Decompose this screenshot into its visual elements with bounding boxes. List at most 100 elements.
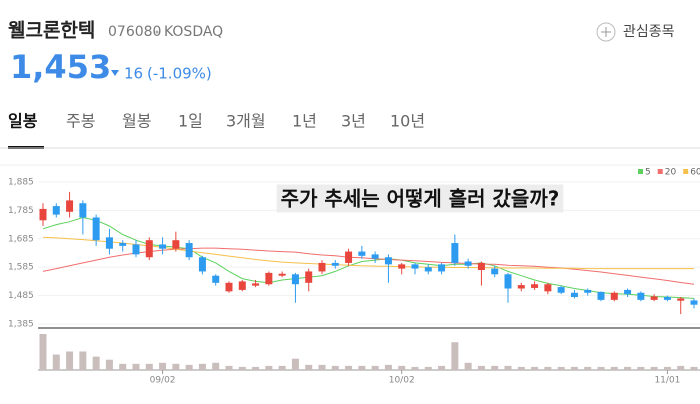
candle-body [584, 289, 592, 293]
volume-bar [411, 366, 419, 370]
tab[interactable]: 3년 [341, 112, 366, 131]
volume-bar [265, 365, 273, 370]
volume-bar [79, 351, 87, 370]
candle-body [491, 268, 499, 275]
volume-bar [477, 365, 485, 370]
legend-label: 5 [645, 168, 651, 178]
volume-bar [39, 334, 47, 370]
volume-bar [358, 365, 366, 370]
candle-body [570, 292, 578, 298]
volume-bar [119, 363, 127, 370]
volume-bar [491, 365, 499, 370]
watch-label: 관심종목 [623, 24, 675, 40]
candle-body [464, 261, 472, 266]
candle-body [52, 206, 60, 215]
x-tick-label: 11/01 [654, 376, 680, 386]
watch-button[interactable]: 관심종목 [596, 22, 675, 42]
volume-bar [291, 358, 299, 370]
candle-body [411, 264, 419, 269]
tab[interactable]: 주봉 [66, 112, 95, 131]
volume-bar [252, 366, 260, 370]
volume-bar [66, 351, 74, 370]
volume-bar [544, 366, 552, 370]
y-tick-label: 1,685 [8, 234, 34, 244]
candle-body [305, 271, 313, 283]
legend-label: 20 [665, 168, 677, 178]
volume-bar [172, 363, 180, 370]
volume-bar [637, 366, 645, 370]
volume-bar [145, 363, 153, 370]
candle-body [624, 289, 632, 295]
candle-body [238, 281, 246, 290]
candle-body [504, 274, 512, 289]
volume-bar [610, 366, 618, 370]
candle-body [331, 262, 339, 266]
annotation: 주가 추세는 어떻게 흘러 갔을까? [281, 187, 560, 211]
tab[interactable]: 10년 [390, 112, 425, 131]
candle-body [92, 217, 100, 241]
chart: 1,385 1,485 1,585 1,685 1,785 1,885 09/02 10/02… [0, 164, 700, 386]
candle-body [291, 274, 299, 285]
stock-name: 웰크론한텍 [8, 20, 95, 42]
down-arrow [111, 70, 119, 76]
volume-bar [438, 365, 446, 370]
candle-body [159, 244, 167, 249]
tab[interactable]: 일봉 [8, 112, 38, 131]
volume-bar [185, 364, 193, 370]
volume-bar [517, 366, 525, 370]
volume-bar [52, 354, 60, 370]
candle-body [477, 262, 485, 271]
candle-body [358, 251, 366, 256]
volume-bar [531, 366, 539, 370]
candle-body [384, 257, 392, 265]
candle-body [438, 264, 446, 272]
candle-body [318, 262, 326, 272]
y-tick-label: 1,885 [8, 177, 34, 187]
candle-body [225, 282, 233, 292]
volume-bar [451, 342, 459, 370]
y-tick-label: 1,785 [8, 206, 34, 216]
candle-body [119, 243, 127, 246]
candle-body [690, 300, 698, 305]
tab[interactable]: 3개월 [226, 112, 266, 131]
volume-bar [159, 362, 167, 370]
volume-bar [597, 366, 605, 370]
volume-bar [105, 359, 113, 370]
volume-bar [225, 365, 233, 370]
volume-bar [557, 366, 565, 370]
volume-bar [318, 364, 326, 370]
volume-bar [624, 366, 632, 370]
volume-bar [212, 362, 220, 370]
legend-swatch [683, 169, 689, 174]
volume-bar [278, 365, 286, 370]
candle-body [132, 244, 140, 255]
tab[interactable]: 월봉 [122, 112, 151, 131]
legend-swatch [657, 169, 663, 174]
candle-body [212, 275, 220, 283]
x-tick-label: 10/02 [389, 376, 415, 386]
y-tick-label: 1,385 [8, 320, 34, 330]
candle-body [557, 287, 565, 293]
candle-body [172, 240, 180, 249]
candle-body [79, 203, 87, 218]
candle-body [531, 284, 539, 288]
candle-body [677, 298, 685, 301]
volume-bar [198, 363, 206, 370]
candle-body [278, 273, 286, 276]
tab[interactable]: 1년 [292, 112, 317, 131]
tabs: 일봉 주봉 월봉 1일 3개월 1년 3년 10년 [8, 112, 425, 149]
legend-label: 60 [690, 168, 700, 178]
candle-body [145, 240, 153, 258]
tab[interactable]: 1일 [178, 112, 203, 131]
change: 16 [124, 65, 143, 83]
plus-icon [596, 22, 616, 42]
candle-body [198, 257, 206, 272]
stock-code: 076080 [108, 24, 161, 40]
volume-bar [371, 365, 379, 370]
candle-body [345, 251, 353, 263]
volume-bar [92, 356, 100, 370]
candle-body [371, 254, 379, 259]
candle-body [105, 237, 113, 249]
separator-dot [155, 30, 159, 34]
candle-body [663, 297, 671, 300]
